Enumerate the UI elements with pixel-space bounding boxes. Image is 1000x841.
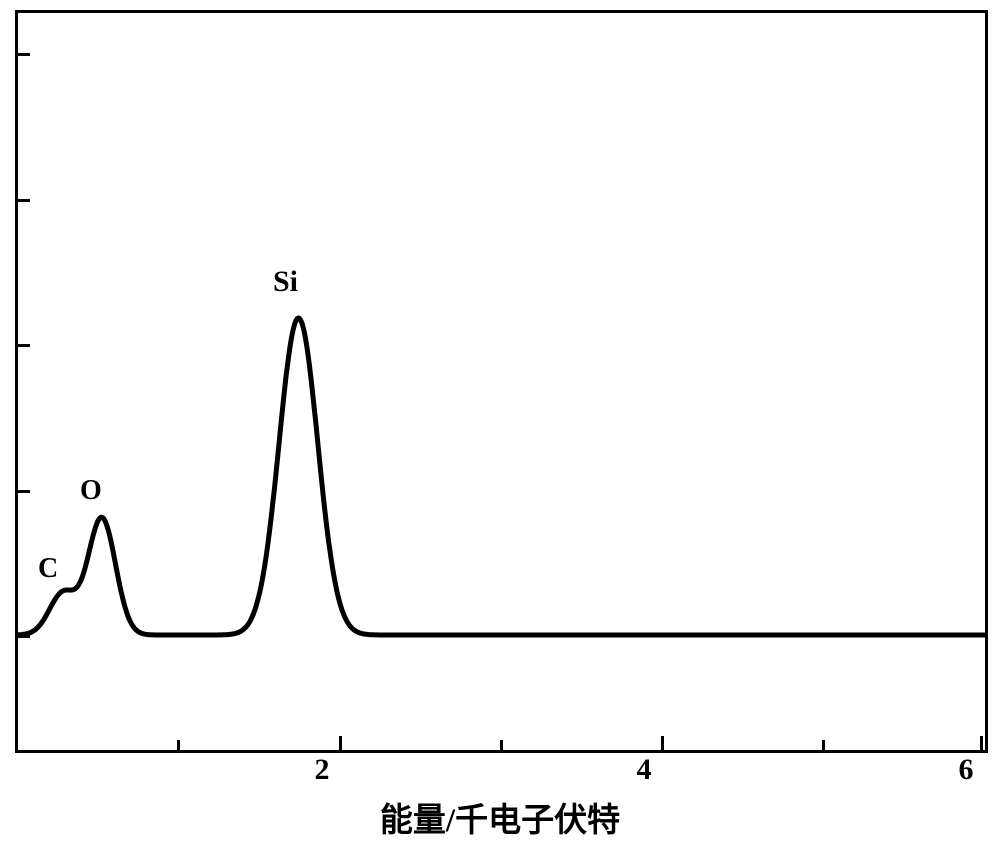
y-tick [18,53,30,56]
y-tick [18,199,30,202]
peak-label-o: O [80,475,102,507]
peak-label-c: C [38,553,58,585]
peak-label-si: Si [273,265,298,299]
spectrum-line [18,318,985,635]
x-tick-label-6: 6 [951,753,981,787]
x-tick-major [980,736,983,750]
spectrum-svg [18,13,985,750]
x-tick-label-4: 4 [629,753,659,787]
x-axis-label: 能量/千电子伏特 [0,793,1000,841]
x-tick-minor [500,740,503,750]
x-tick-label-2: 2 [307,753,337,787]
x-tick-major [339,736,342,750]
y-tick [18,344,30,347]
x-tick-minor [177,740,180,750]
x-tick-major [661,736,664,750]
y-tick [18,490,30,493]
eds-spectrum-chart: C O Si 2 4 6 能量/千电子伏特 [0,0,1000,840]
plot-area: C O Si [15,10,988,753]
y-tick [18,635,30,638]
x-tick-minor [822,740,825,750]
